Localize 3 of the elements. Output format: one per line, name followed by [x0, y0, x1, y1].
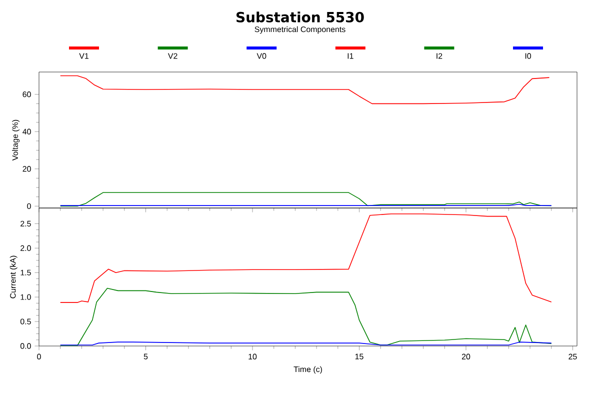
line-series	[60, 288, 552, 346]
line-series	[60, 213, 552, 303]
chart-title: Substation 5530	[236, 12, 364, 22]
